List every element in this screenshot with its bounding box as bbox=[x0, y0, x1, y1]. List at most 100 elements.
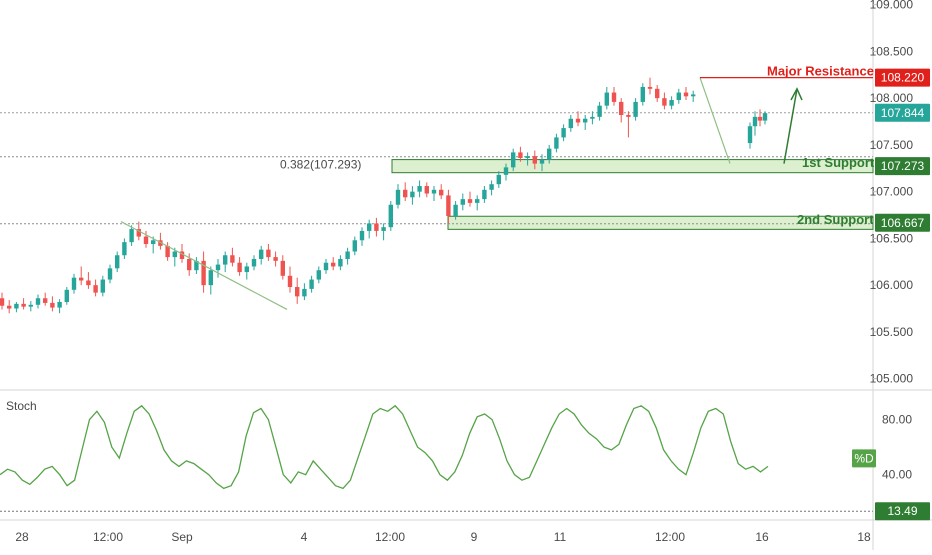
candle bbox=[747, 122, 753, 149]
candle bbox=[489, 180, 494, 196]
candle bbox=[266, 244, 271, 261]
trend-arrow-left bbox=[120, 221, 288, 310]
candle bbox=[129, 225, 134, 246]
candle bbox=[107, 264, 113, 284]
candle bbox=[35, 294, 41, 309]
time-tick-label: 4 bbox=[301, 530, 308, 544]
candle bbox=[100, 275, 105, 297]
candle bbox=[323, 258, 329, 274]
candle bbox=[518, 146, 523, 162]
candle bbox=[597, 101, 602, 121]
major-resistance-label: Major Resistance bbox=[767, 64, 874, 79]
candle bbox=[496, 171, 501, 188]
candle bbox=[604, 86, 609, 110]
price-tick-label: 107.000 bbox=[870, 185, 914, 199]
candle bbox=[230, 247, 235, 267]
candle bbox=[57, 299, 62, 314]
stoch-d-badge: %D bbox=[852, 449, 876, 468]
candle bbox=[223, 251, 228, 273]
price-tick-label: 108.500 bbox=[870, 44, 914, 58]
candle bbox=[395, 184, 401, 209]
candle bbox=[647, 77, 653, 95]
last-price-badge: 107.844 bbox=[875, 103, 930, 122]
candle bbox=[331, 257, 336, 271]
candle bbox=[237, 257, 242, 276]
price-axis: 109.000 108.500 108.000 107.500 107.000 106.5… bbox=[870, 0, 914, 386]
price-tick-label: 105.500 bbox=[870, 325, 914, 339]
candle bbox=[338, 255, 343, 271]
candle bbox=[467, 191, 473, 207]
candle bbox=[640, 83, 645, 106]
candle bbox=[762, 111, 768, 125]
first-support-label: 1st Support bbox=[802, 155, 875, 170]
candlestick-series bbox=[0, 77, 768, 314]
time-tick-label: 28 bbox=[15, 530, 29, 544]
candle bbox=[0, 292, 5, 310]
time-tick-label: Sep bbox=[171, 530, 193, 544]
candle bbox=[403, 182, 408, 202]
resistance-price-badge: 108.220 bbox=[875, 68, 930, 87]
stoch-axis: 80.00 40.00 bbox=[882, 413, 912, 482]
candle bbox=[525, 152, 530, 166]
price-tick-label: 106.000 bbox=[870, 278, 914, 292]
stoch-title: Stoch bbox=[6, 399, 37, 413]
candle bbox=[359, 227, 365, 246]
stoch-line bbox=[0, 404, 769, 490]
candle bbox=[446, 189, 451, 224]
candle bbox=[417, 180, 422, 198]
candle bbox=[259, 245, 264, 265]
time-tick-label: 9 bbox=[471, 530, 478, 544]
price-tick-label: 106.500 bbox=[870, 231, 914, 245]
candle bbox=[280, 255, 285, 280]
price-tick-label: 108.000 bbox=[870, 91, 914, 105]
time-tick-label: 18 bbox=[857, 530, 871, 544]
candle bbox=[424, 182, 429, 198]
candle bbox=[683, 86, 689, 101]
candle bbox=[316, 266, 321, 284]
candle bbox=[757, 109, 763, 127]
candle bbox=[431, 186, 437, 202]
svg-text:%D: %D bbox=[854, 451, 874, 465]
candle bbox=[194, 257, 199, 274]
time-tick-label: 12:00 bbox=[375, 530, 405, 544]
candle bbox=[752, 111, 758, 136]
candle bbox=[626, 111, 631, 138]
candle bbox=[583, 114, 588, 130]
candle bbox=[244, 262, 249, 280]
svg-text:108.220: 108.220 bbox=[881, 71, 925, 85]
price-tick-label: 107.500 bbox=[870, 138, 914, 152]
first-support-price-badge: 107.273 bbox=[875, 157, 930, 176]
second-support-label: 2nd Support bbox=[797, 212, 874, 227]
candle bbox=[64, 287, 69, 305]
candle bbox=[21, 298, 26, 310]
candle bbox=[611, 86, 617, 106]
candle bbox=[482, 186, 487, 203]
candle bbox=[381, 223, 386, 241]
candle bbox=[539, 154, 545, 172]
candle bbox=[662, 92, 667, 110]
candle bbox=[345, 247, 350, 265]
candle bbox=[561, 124, 566, 142]
candle bbox=[50, 296, 55, 312]
candle bbox=[115, 251, 120, 273]
candle bbox=[309, 275, 314, 293]
candle bbox=[28, 301, 33, 312]
candle bbox=[302, 283, 307, 301]
candle bbox=[7, 300, 12, 314]
candle bbox=[79, 266, 84, 286]
candle bbox=[669, 96, 674, 110]
candle bbox=[511, 148, 516, 172]
candle bbox=[122, 238, 127, 259]
candle bbox=[352, 236, 357, 256]
candle bbox=[201, 251, 206, 293]
candle bbox=[503, 163, 509, 181]
candle bbox=[655, 85, 660, 102]
candle bbox=[367, 219, 372, 239]
candle bbox=[554, 133, 559, 153]
svg-text:107.844: 107.844 bbox=[881, 106, 925, 120]
candle bbox=[287, 266, 293, 293]
candle bbox=[590, 111, 595, 125]
svg-text:106.667: 106.667 bbox=[881, 216, 925, 230]
